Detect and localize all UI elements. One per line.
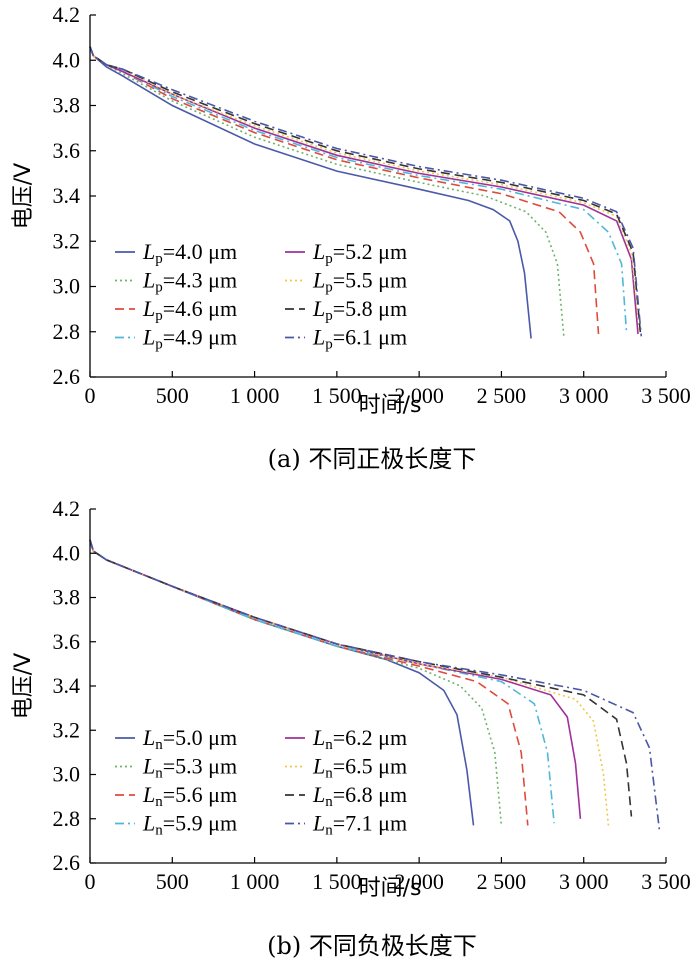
x-tick-label: 1 000 <box>230 869 280 894</box>
legend-label: Ln=5.3 μm <box>142 754 237 782</box>
y-tick-label: 2.8 <box>53 806 81 831</box>
x-tick-label: 3 000 <box>559 383 609 408</box>
series-line-3 <box>89 46 600 335</box>
y-tick-label: 3.4 <box>53 183 81 208</box>
panel-a-x-label: 时间/s <box>359 393 422 418</box>
y-tick-label: 4.0 <box>53 540 81 565</box>
series-line-8 <box>89 46 643 337</box>
x-tick-label: 1 500 <box>312 383 362 408</box>
panel-a-series <box>89 46 643 339</box>
legend-label: Ln=6.5 μm <box>312 754 407 782</box>
x-tick-label: 0 <box>85 383 96 408</box>
x-tick-label: 1 500 <box>312 869 362 894</box>
x-tick-label: 2 000 <box>394 383 444 408</box>
x-tick-label: 3 000 <box>559 869 609 894</box>
legend-label: Ln=5.6 μm <box>142 782 237 810</box>
series-line-1 <box>89 46 532 339</box>
legend-label: Lp=4.0 μm <box>142 239 237 267</box>
y-tick-label: 3.2 <box>53 717 81 742</box>
panel-b-x-label: 时间/s <box>359 876 422 901</box>
legend-label: Ln=5.9 μm <box>142 811 237 839</box>
legend-label: Lp=6.1 μm <box>312 325 407 353</box>
panel-a: 0 500 1 000 1 500 2 000 2 500 3 000 3 500 2.6 2.8… <box>11 2 691 473</box>
y-tick-label: 3.0 <box>53 274 81 299</box>
legend-label: Ln=6.2 μm <box>312 725 407 753</box>
y-tick-label: 3.8 <box>53 585 81 610</box>
panel-a-y-label: 电压/V <box>11 163 36 229</box>
x-tick-label: 0 <box>85 869 96 894</box>
y-tick-label: 4.2 <box>53 2 81 27</box>
y-tick-label: 3.0 <box>53 762 81 787</box>
x-tick-label: 500 <box>156 869 189 894</box>
panel-b: 0 500 1 000 1 500 2 000 2 500 3 000 3 500 2.6 2.8… <box>11 496 691 960</box>
legend-label: Lp=4.6 μm <box>142 296 237 324</box>
series-line-6 <box>89 539 610 826</box>
x-tick-label: 2 500 <box>477 383 527 408</box>
legend-label: Lp=4.3 μm <box>142 268 237 296</box>
y-tick-label: 4.2 <box>53 496 81 521</box>
legend-label: Lp=5.2 μm <box>312 239 407 267</box>
y-tick-label: 3.6 <box>53 629 81 654</box>
series-line-7 <box>89 46 642 335</box>
x-tick-label: 3 500 <box>641 869 691 894</box>
y-tick-label: 3.8 <box>53 93 81 118</box>
y-tick-label: 2.6 <box>53 850 81 875</box>
y-tick-label: 3.6 <box>53 138 81 163</box>
x-tick-label: 2 500 <box>477 869 527 894</box>
legend-label: Ln=7.1 μm <box>312 811 407 839</box>
series-line-8 <box>89 539 661 830</box>
panel-b-y-label: 电压/V <box>11 653 36 719</box>
legend-label: Lp=5.5 μm <box>312 268 407 296</box>
y-tick-label: 4.0 <box>53 47 81 72</box>
legend-label: Ln=5.0 μm <box>142 725 237 753</box>
legend-label: Lp=4.9 μm <box>142 325 237 353</box>
x-tick-label: 500 <box>156 383 189 408</box>
y-tick-label: 2.6 <box>53 364 81 389</box>
legend-label: Lp=5.8 μm <box>312 296 407 324</box>
y-tick-label: 3.4 <box>53 673 81 698</box>
panel-b-ticks: 0 500 1 000 1 500 2 000 2 500 3 000 3 500 2.6 2.8… <box>53 496 691 894</box>
x-tick-label: 2 000 <box>394 869 444 894</box>
x-tick-label: 3 500 <box>641 383 691 408</box>
legend-label: Ln=6.8 μm <box>312 782 407 810</box>
panel-a-caption: (a) 不同正极长度下 <box>268 445 477 473</box>
y-tick-label: 2.8 <box>53 319 81 344</box>
x-tick-label: 1 000 <box>230 383 280 408</box>
panel-b-caption: (b) 不同负极长度下 <box>267 932 477 960</box>
y-tick-label: 3.2 <box>53 228 81 253</box>
panel-b-series <box>89 539 661 830</box>
series-line-3 <box>89 539 529 826</box>
panel-a-ticks: 0 500 1 000 1 500 2 000 2 500 3 000 3 500 2.6 2.8… <box>53 2 691 408</box>
